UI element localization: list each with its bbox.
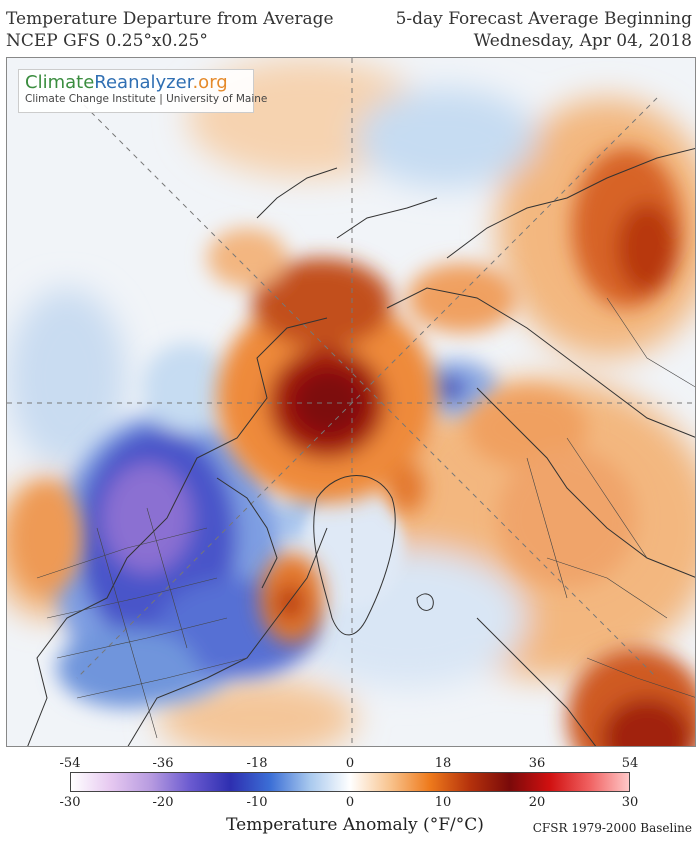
- logo-title: ClimateReanalyzer.org: [25, 72, 228, 93]
- map-title-block: Temperature Departure from Average NCEP …: [6, 8, 334, 52]
- forecast-description: 5-day Forecast Average Beginning: [395, 9, 692, 29]
- political-boundaries: [36, 297, 695, 739]
- baseline-note: CFSR 1979-2000 Baseline: [532, 821, 692, 835]
- coastlines: [27, 147, 695, 746]
- f-tick: 0: [345, 756, 355, 771]
- f-tick: -54: [59, 756, 81, 771]
- climate-reanalyzer-logo: ClimateReanalyzer.org Climate Change Ins…: [18, 69, 268, 113]
- f-tick: 54: [621, 756, 639, 771]
- c-tick: 0: [345, 795, 355, 810]
- c-tick: 10: [434, 795, 452, 810]
- c-tick: 20: [528, 795, 546, 810]
- colorbar-fahrenheit-ticks: -54 -36 -18 0 18 36 54: [0, 756, 700, 772]
- c-tick: -30: [59, 795, 81, 810]
- c-tick: -20: [152, 795, 174, 810]
- c-tick: -10: [246, 795, 268, 810]
- anomaly-field: [7, 58, 695, 746]
- graticule-lines: [7, 58, 695, 746]
- colorbar-label: Temperature Anomaly (°F/°C): [226, 815, 484, 835]
- f-tick: -18: [246, 756, 268, 771]
- anomaly-map[interactable]: [6, 57, 696, 747]
- forecast-info-block: 5-day Forecast Average Beginning Wednesd…: [396, 8, 692, 52]
- f-tick: 18: [434, 756, 452, 771]
- forecast-date: Wednesday, Apr 04, 2018: [473, 31, 692, 51]
- c-tick: 30: [621, 795, 639, 810]
- colorbar-celsius-ticks: -30 -20 -10 0 10 20 30: [0, 795, 700, 811]
- logo-subtitle: Climate Change Institute | University of…: [25, 93, 268, 105]
- f-tick: -36: [152, 756, 174, 771]
- temperature-colorbar: [70, 772, 630, 792]
- model-resolution: NCEP GFS 0.25°x0.25°: [6, 31, 208, 51]
- f-tick: 36: [528, 756, 546, 771]
- map-title: Temperature Departure from Average: [6, 9, 334, 29]
